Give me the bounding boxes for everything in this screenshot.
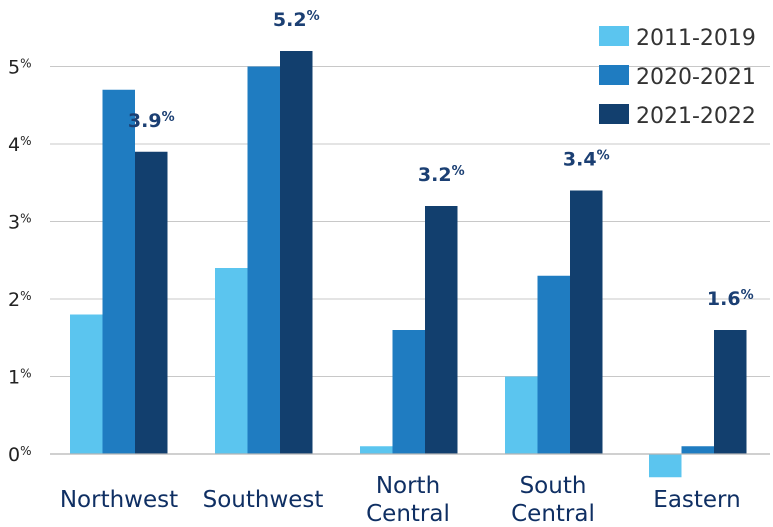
y-axis-ticks: 0%1%2%3%4%5% <box>8 57 32 467</box>
y-tick-number: 1 <box>8 367 20 389</box>
data-label-number: 3.9 <box>128 110 162 132</box>
y-tick-label: 2% <box>8 289 32 311</box>
y-tick-number: 3 <box>8 212 20 234</box>
bar-2020-2021-3 <box>537 275 570 454</box>
data-label-suffix: % <box>597 149 610 164</box>
y-tick-suffix: % <box>20 212 31 226</box>
y-tick-suffix: % <box>20 289 31 303</box>
y-tick-label: 4% <box>8 134 32 156</box>
y-tick-label: 1% <box>8 367 32 389</box>
data-label: 3.9% <box>128 110 175 132</box>
category-label: Southwest <box>203 487 324 513</box>
data-label: 5.2% <box>273 9 320 31</box>
data-label-number: 5.2 <box>273 9 307 31</box>
bar-2011-2019-2 <box>360 446 393 454</box>
data-label-suffix: % <box>741 288 754 303</box>
y-tick-number: 0 <box>8 444 20 466</box>
data-label-number: 3.4 <box>563 149 597 171</box>
bar-2021-2022-1 <box>280 51 313 454</box>
bars <box>70 51 747 478</box>
y-tick-label: 0% <box>8 444 32 466</box>
bar-2020-2021-1 <box>247 66 280 454</box>
y-tick-suffix: % <box>20 367 31 381</box>
data-label: 3.4% <box>563 149 610 171</box>
data-label: 1.6% <box>707 288 754 310</box>
legend-label: 2021-2022 <box>636 104 756 129</box>
bar-2020-2021-4 <box>681 446 714 454</box>
data-label-suffix: % <box>307 9 320 24</box>
bar-2021-2022-0 <box>135 151 168 454</box>
category-label: Central <box>511 501 595 527</box>
bar-2011-2019-0 <box>70 314 103 454</box>
data-label-suffix: % <box>452 164 465 179</box>
bar-2021-2022-4 <box>714 330 747 454</box>
bar-2020-2021-0 <box>102 89 135 454</box>
category-label: South <box>520 473 587 499</box>
y-tick-label: 3% <box>8 212 32 234</box>
y-tick-label: 5% <box>8 57 32 79</box>
y-tick-number: 5 <box>8 57 20 79</box>
legend: 2011-2019 2020-2021 2021-2022 <box>599 26 756 129</box>
bar-2011-2019-1 <box>215 268 248 454</box>
bar-2021-2022-3 <box>570 190 603 454</box>
legend-swatch <box>599 26 629 46</box>
y-tick-suffix: % <box>20 444 31 458</box>
data-label-suffix: % <box>162 110 175 125</box>
category-label: Central <box>366 501 450 527</box>
y-tick-suffix: % <box>20 134 31 148</box>
y-tick-number: 4 <box>8 134 20 156</box>
data-label: 3.2% <box>418 164 465 186</box>
data-label-number: 1.6 <box>707 288 741 310</box>
category-label: Eastern <box>653 487 740 513</box>
y-tick-suffix: % <box>20 57 31 71</box>
data-label-number: 3.2 <box>418 164 452 186</box>
category-label: North <box>376 473 440 499</box>
category-label: Northwest <box>60 487 178 513</box>
data-labels: 3.9%5.2%3.2%3.4%1.6% <box>128 9 754 310</box>
legend-label: 2011-2019 <box>636 26 756 51</box>
x-axis-categories: Northwest SouthwestNorthCentralSouthCentr… <box>60 473 741 527</box>
bar-2011-2019-3 <box>505 376 538 454</box>
bar-2021-2022-2 <box>425 206 458 454</box>
legend-label: 2020-2021 <box>636 65 756 90</box>
bar-2011-2019-4 <box>649 454 682 478</box>
legend-swatch <box>599 104 629 124</box>
legend-swatch <box>599 65 629 85</box>
gridlines <box>50 66 770 377</box>
y-tick-number: 2 <box>8 289 20 311</box>
bar-2020-2021-2 <box>392 330 425 454</box>
